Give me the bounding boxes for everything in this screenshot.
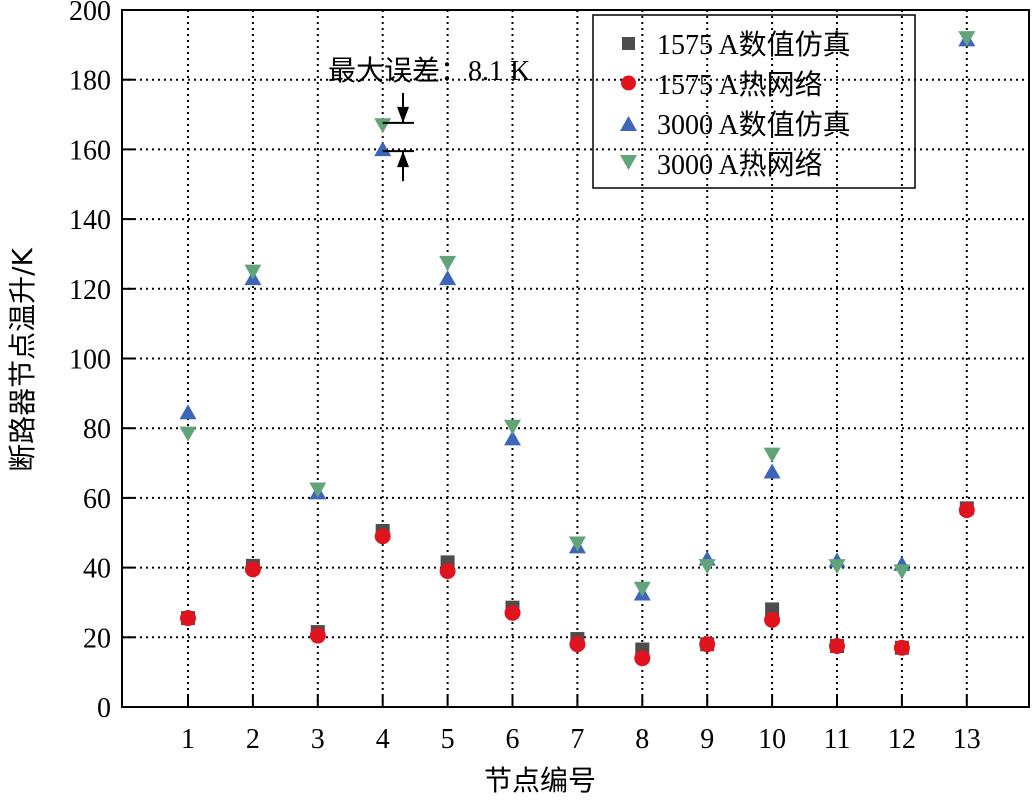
- legend-item-3000-sim: 3000 A数值仿真: [620, 109, 851, 141]
- max-error-annotation: 最大误差：8.1 K: [328, 55, 530, 182]
- x-tick-label: 11: [824, 724, 851, 755]
- annotation-text: 最大误差：8.1 K: [328, 55, 530, 87]
- svg-text:1575 A热网络: 1575 A热网络: [657, 69, 823, 101]
- triangle-down-marker: [439, 255, 457, 271]
- triangle-down-marker: [828, 559, 846, 575]
- circle-marker: [244, 561, 261, 578]
- triangle-up-marker: [374, 141, 392, 157]
- circle-marker: [504, 604, 521, 621]
- triangle-down-marker: [244, 264, 262, 280]
- y-tick-label: 40: [83, 554, 111, 585]
- svg-text:1575 A数值仿真: 1575 A数值仿真: [657, 29, 851, 61]
- data-markers: [179, 31, 976, 667]
- legend: 1575 A数值仿真 1575 A热网络 3000 A数值仿真 3000 A热网…: [592, 14, 916, 189]
- x-tick-label: 5: [441, 724, 455, 755]
- triangle-down-marker: [568, 536, 586, 552]
- axis-ticks: [122, 9, 968, 708]
- triangle-up-marker: [439, 270, 457, 286]
- triangle-up-marker: [179, 404, 197, 420]
- square-marker-icon: [622, 37, 635, 50]
- legend-item-1575-thermal: 1575 A热网络: [621, 69, 823, 101]
- triangle-down-marker: [374, 118, 392, 134]
- circle-marker: [634, 650, 651, 667]
- circle-marker: [309, 627, 326, 644]
- y-tick-label: 180: [69, 66, 111, 97]
- arrow-down-icon: [397, 106, 409, 123]
- circle-marker-icon: [621, 75, 636, 91]
- triangle-up-marker: [504, 430, 521, 446]
- triangle-down-marker: [893, 564, 911, 580]
- y-tick-label: 60: [83, 484, 111, 515]
- circle-marker: [374, 528, 391, 545]
- circle-marker: [893, 639, 910, 656]
- x-tick-label: 6: [506, 724, 520, 755]
- y-tick-label: 200: [69, 0, 111, 27]
- triangle-up-marker: [763, 463, 781, 479]
- y-tick-label: 20: [83, 623, 111, 654]
- x-tick-label: 8: [635, 724, 649, 755]
- circle-marker: [180, 610, 196, 627]
- x-tick-label: 3: [311, 724, 325, 755]
- plot-frame: [121, 9, 1030, 708]
- circle-marker: [829, 638, 845, 655]
- grid-lines: [122, 10, 1029, 707]
- x-tick-label: 7: [570, 724, 584, 755]
- circle-marker: [699, 636, 716, 653]
- triangle-down-marker-icon: [620, 155, 637, 170]
- x-tick-label: 10: [758, 724, 786, 755]
- legend-item-1575-sim: 1575 A数值仿真: [622, 29, 851, 61]
- y-tick-label: 100: [69, 345, 111, 376]
- circle-marker: [569, 636, 586, 653]
- circle-marker: [958, 502, 975, 519]
- legend-item-3000-thermal: 3000 A热网络: [620, 149, 823, 181]
- triangle-up-marker-icon: [620, 116, 637, 131]
- x-tick-label: 4: [376, 724, 390, 755]
- triangle-down-marker: [504, 419, 521, 435]
- x-tick-label: 9: [700, 724, 714, 755]
- triangle-down-marker: [179, 426, 197, 442]
- y-tick-label: 120: [69, 275, 111, 306]
- dimension-arrows-icon: [382, 92, 414, 182]
- x-tick-labels: 1 2 3 4 5 6 7 8 9 10 11 12 13: [181, 724, 981, 755]
- arrow-up-icon: [397, 151, 409, 168]
- y-tick-label: 0: [97, 693, 111, 724]
- y-tick-labels: 0 20 40 60 80 100 120 140 160 180 200: [69, 0, 111, 724]
- y-axis-title: 断路器节点温升/K: [6, 247, 39, 471]
- triangle-down-marker: [309, 482, 327, 498]
- x-tick-label: 12: [888, 724, 916, 755]
- circle-marker: [764, 611, 781, 628]
- circle-marker: [439, 563, 456, 580]
- y-tick-label: 160: [69, 135, 111, 166]
- x-axis-title: 节点编号: [484, 764, 596, 797]
- triangle-down-marker: [763, 447, 781, 463]
- x-tick-label: 1: [181, 724, 195, 755]
- x-tick-label: 13: [953, 724, 981, 755]
- triangle-down-marker: [698, 559, 716, 575]
- triangle-down-marker: [958, 31, 976, 47]
- svg-text:3000 A数值仿真: 3000 A数值仿真: [657, 109, 851, 141]
- y-tick-label: 140: [69, 205, 111, 236]
- triangle-down-marker: [633, 581, 651, 597]
- svg-text:3000 A热网络: 3000 A热网络: [657, 149, 823, 181]
- x-tick-label: 2: [246, 724, 260, 755]
- y-tick-label: 80: [83, 414, 111, 445]
- legend-box: [592, 14, 916, 189]
